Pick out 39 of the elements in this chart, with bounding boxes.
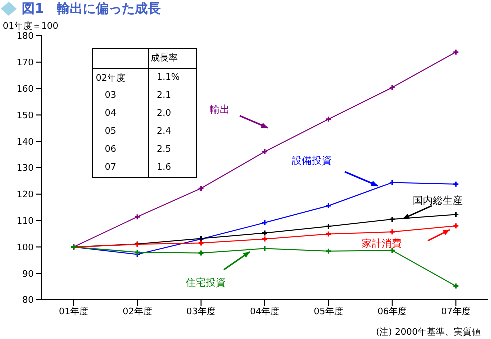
chart-title: 図1 輸出に偏った成長 [22, 1, 162, 18]
y-tick-label: 110 [16, 216, 34, 227]
text: 輸出 [210, 104, 230, 116]
y-tick-label: 140 [16, 138, 34, 148]
annotation: 02年度 [92, 68, 148, 87]
y-tick-label: 180 [16, 32, 34, 42]
x-tick-label: 03年度 [186, 306, 216, 318]
text: (注) 2000年基準、実質値 [376, 326, 481, 339]
x-tick-label: 01年度 [59, 306, 89, 318]
y-tick-label: 80 [22, 296, 34, 306]
annotation: 成長率 [150, 52, 179, 66]
annotation: 04 [92, 105, 148, 123]
y-axis-title: 01年度＝100 [3, 20, 59, 32]
x-tick-label: 04年度 [250, 306, 280, 318]
text: 設備投資 [292, 155, 332, 167]
y-tick-label: 120 [16, 190, 34, 201]
annotation: 06 [92, 141, 148, 159]
x-tick-label: 02年度 [122, 306, 152, 318]
y-tick-label: 90 [22, 270, 34, 280]
y-tick-label: 100 [16, 243, 34, 254]
y-tick-label: 150 [16, 111, 34, 122]
annotation: 03 [92, 87, 148, 105]
annotation: 1.1% [156, 72, 181, 85]
x-tick-label: 05年度 [314, 306, 344, 318]
annotation: 2.1 [156, 90, 172, 103]
y-tick-label: 160 [16, 84, 34, 95]
x-tick-label: 06年度 [378, 306, 408, 318]
series-label: 国内総生産 [413, 195, 463, 207]
y-tick-label: 170 [16, 58, 34, 69]
annotation: 2.4 [156, 126, 172, 139]
y-tick-label: 130 [16, 164, 34, 174]
text: 住宅投資 [186, 277, 226, 289]
x-tick-label: 07年度 [441, 306, 471, 318]
annotation: 05 [92, 123, 148, 141]
annotation: 2.0 [156, 108, 172, 121]
series-label: 家計消費 [362, 238, 402, 250]
annotation: 1.6 [156, 162, 172, 175]
annotation: 07 [92, 159, 148, 178]
annotation: 2.5 [156, 144, 172, 157]
